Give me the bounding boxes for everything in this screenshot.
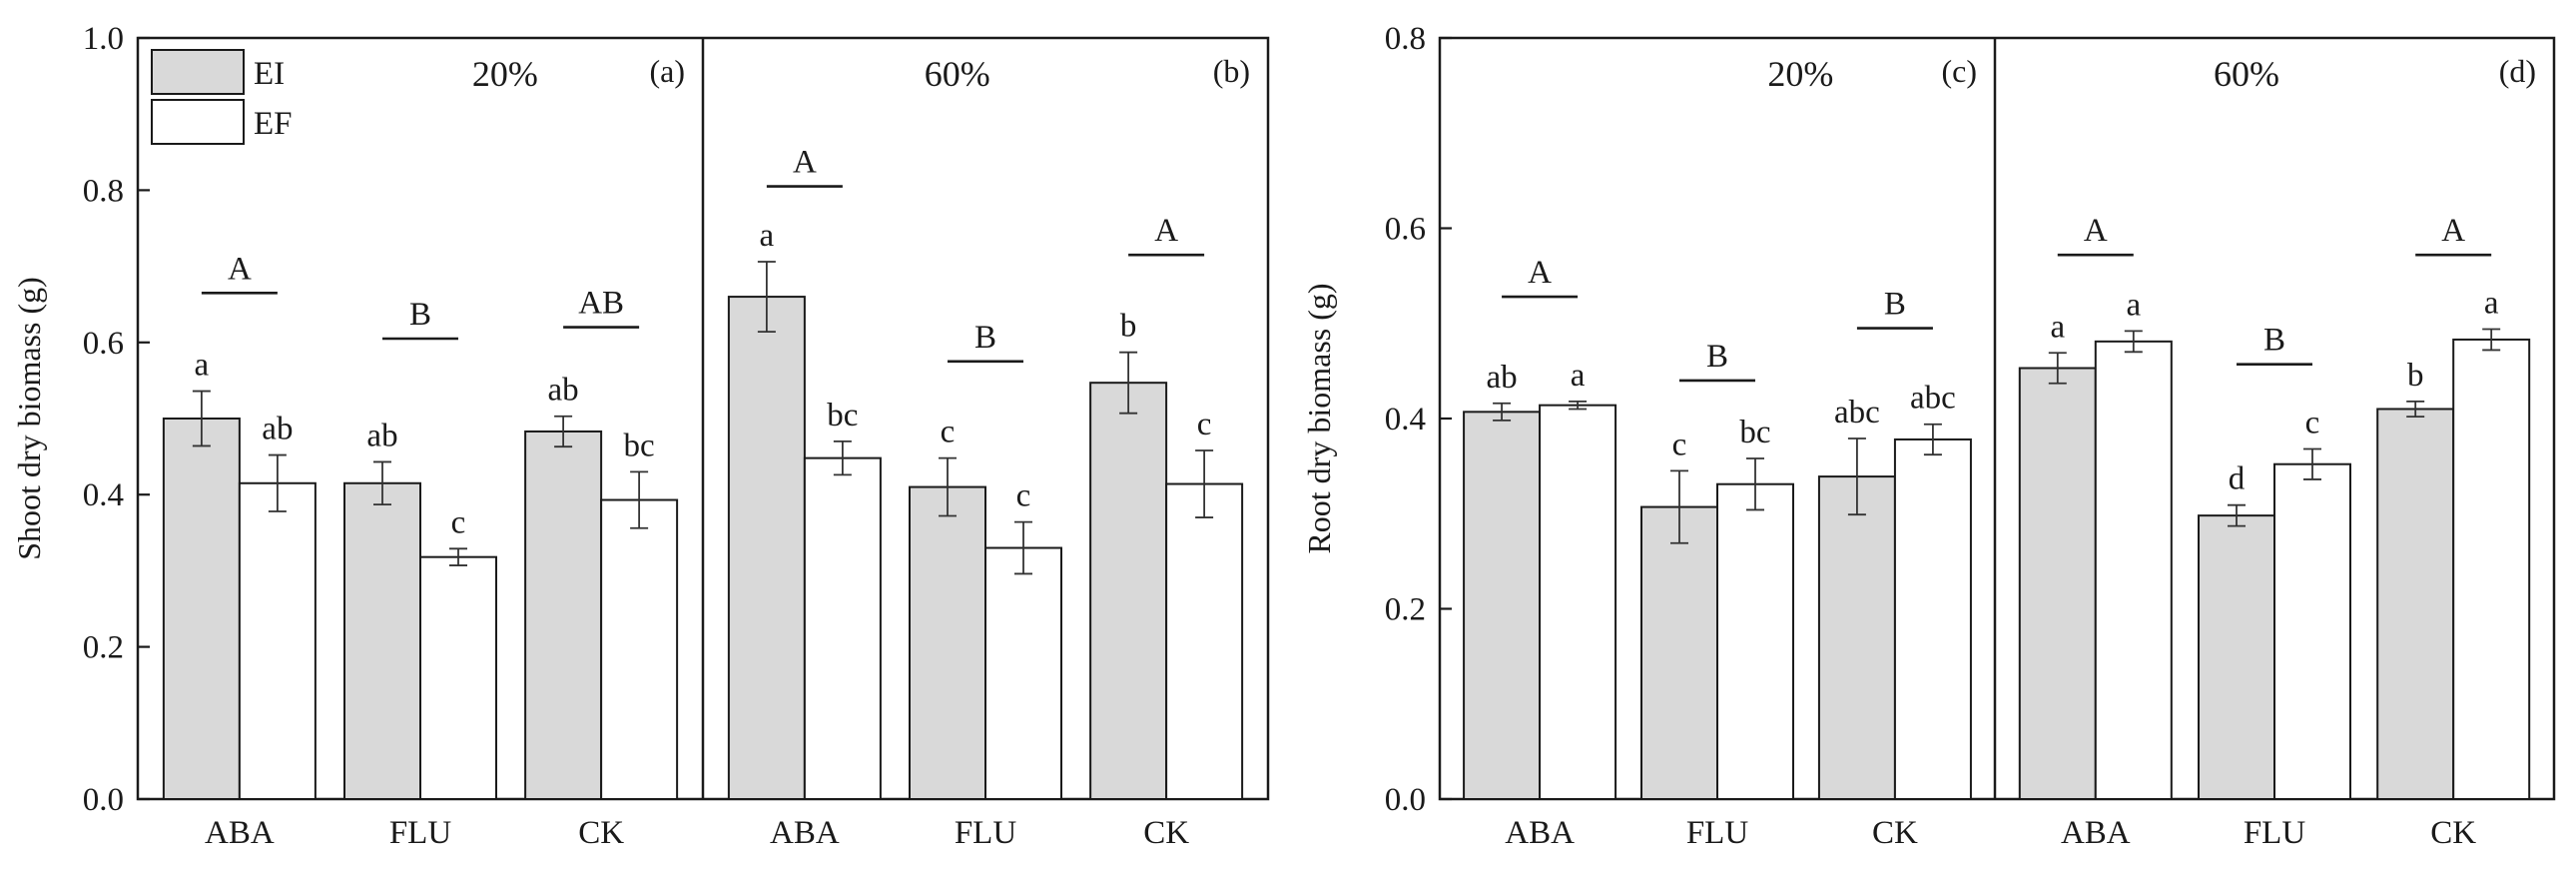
- group-letter: B: [974, 320, 996, 356]
- shoot-y-tick-label: 0.8: [83, 173, 124, 209]
- root-y-tick-label: 0.4: [1385, 402, 1426, 437]
- bar-ei-aba: [2018, 367, 2097, 800]
- significance-letter: c: [1197, 407, 1212, 442]
- x-tick-label-flu: FLU: [2244, 815, 2306, 851]
- significance-letter: a: [1571, 358, 1586, 394]
- group-letter: A: [2441, 213, 2465, 249]
- panel-tag: (b): [1213, 53, 1250, 89]
- bar-ef-flu: [419, 555, 497, 801]
- significance-letter: ab: [548, 373, 579, 409]
- significance-letter: abc: [1910, 381, 1956, 417]
- x-tick-label-ck: CK: [1143, 815, 1189, 851]
- moisture-label: 60%: [925, 54, 990, 94]
- shoot-y-tick-label: 0.4: [83, 477, 124, 513]
- bar-ef-aba: [803, 456, 882, 800]
- significance-letter: c: [1672, 427, 1687, 462]
- moisture-label: 60%: [2214, 54, 2279, 94]
- significance-letter: ab: [262, 412, 293, 447]
- bar-ef-flu: [2273, 462, 2351, 800]
- significance-letter: c: [451, 504, 466, 540]
- shoot-y-tick-label: 0.0: [83, 782, 124, 818]
- bar-ei-ck: [2376, 408, 2455, 800]
- group-letter: A: [1154, 213, 1178, 249]
- bar-ef-flu: [984, 546, 1062, 800]
- significance-letter: ab: [1487, 360, 1518, 396]
- root-y-tick-label: 0.8: [1385, 21, 1426, 57]
- x-tick-label-ck: CK: [578, 815, 624, 851]
- x-tick-label-aba: ABA: [1505, 815, 1575, 851]
- significance-letter: bc: [827, 398, 858, 434]
- x-tick-label-aba: ABA: [770, 815, 840, 851]
- significance-letter: b: [2407, 358, 2424, 394]
- x-tick-label-flu: FLU: [955, 815, 1017, 851]
- bar-ei-flu: [343, 481, 421, 800]
- bar-ef-aba: [2094, 340, 2173, 800]
- bar-ei-ck: [524, 430, 603, 800]
- legend-label-ef: EF: [254, 106, 293, 142]
- root-y-axis-title: Root dry biomass (g): [1301, 283, 1337, 553]
- significance-letter: c: [1016, 478, 1031, 514]
- significance-letter: c: [941, 415, 956, 450]
- bar-ef-aba: [1539, 404, 1617, 800]
- x-tick-label-flu: FLU: [1686, 815, 1749, 851]
- bar-ei-ck: [1089, 382, 1168, 800]
- moisture-label: 20%: [1767, 54, 1833, 94]
- group-letter: A: [793, 145, 817, 181]
- root-y-tick-label: 0.6: [1385, 212, 1426, 248]
- bar-ef-ck: [2452, 338, 2531, 800]
- shoot-y-tick-label: 0.2: [83, 630, 124, 666]
- bar-ef-ck: [1893, 437, 1972, 800]
- significance-letter: bc: [1739, 415, 1770, 450]
- group-letter: B: [1706, 339, 1728, 375]
- bar-ei-aba: [727, 296, 806, 800]
- legend-swatch-ei: [151, 49, 245, 95]
- bar-ei-aba: [162, 418, 241, 800]
- significance-letter: a: [2050, 309, 2065, 345]
- x-tick-label-aba: ABA: [205, 815, 275, 851]
- significance-letter: ab: [366, 418, 397, 453]
- significance-letter: bc: [624, 428, 655, 463]
- bar-ef-ck: [600, 498, 679, 800]
- bar-ei-flu: [1640, 505, 1718, 800]
- x-tick-label-flu: FLU: [389, 815, 452, 851]
- bar-ef-ck: [1165, 482, 1244, 800]
- group-letter: A: [228, 251, 252, 287]
- bar-ei-flu: [2198, 514, 2275, 801]
- bar-ei-ck: [1817, 475, 1896, 800]
- bar-ef-aba: [238, 481, 317, 800]
- significance-letter: d: [2229, 461, 2246, 497]
- bar-ef-flu: [1716, 482, 1794, 800]
- significance-letter: a: [760, 218, 775, 254]
- x-tick-label-ck: CK: [1872, 815, 1918, 851]
- group-letter: A: [1528, 255, 1552, 291]
- x-tick-label-ck: CK: [2430, 815, 2476, 851]
- bar-ei-aba: [1463, 411, 1542, 800]
- group-letter: AB: [578, 286, 624, 322]
- group-letter: B: [2263, 323, 2285, 359]
- root-y-tick-label: 0.2: [1385, 592, 1426, 628]
- group-letter: B: [1884, 287, 1906, 323]
- significance-letter: abc: [1834, 395, 1880, 431]
- significance-letter: a: [2484, 285, 2499, 321]
- significance-letter: a: [2126, 287, 2141, 323]
- root-y-tick-label: 0.0: [1385, 782, 1426, 818]
- shoot-y-axis-title: Shoot dry biomass (g): [11, 277, 47, 560]
- x-tick-label-aba: ABA: [2061, 815, 2131, 851]
- panel-tag: (c): [1941, 53, 1977, 89]
- legend-swatch-ef: [151, 99, 245, 145]
- group-letter: B: [409, 297, 431, 333]
- shoot-y-tick-label: 0.6: [83, 326, 124, 362]
- panel-tag: (a): [649, 53, 685, 89]
- bar-ei-flu: [909, 485, 986, 800]
- significance-letter: c: [2305, 405, 2320, 440]
- legend-label-ei: EI: [254, 56, 285, 92]
- shoot-y-tick-label: 1.0: [83, 21, 124, 57]
- significance-letter: a: [195, 348, 210, 384]
- group-letter: A: [2084, 213, 2108, 249]
- significance-letter: b: [1120, 309, 1137, 345]
- moisture-label: 20%: [472, 54, 538, 94]
- panel-tag: (d): [2499, 53, 2536, 89]
